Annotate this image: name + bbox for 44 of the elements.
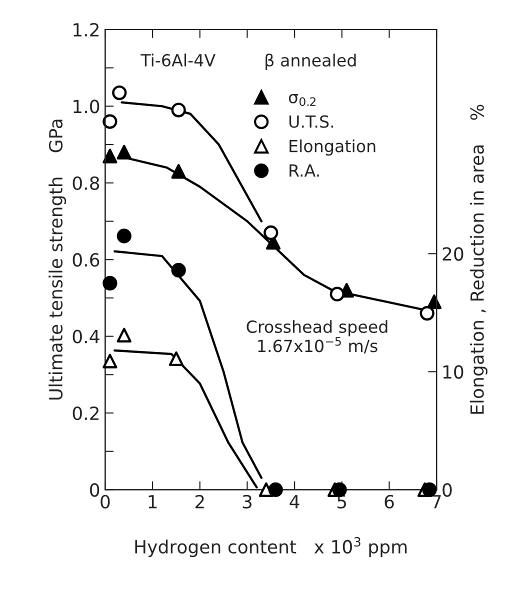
legend-label: R.A. xyxy=(290,164,319,177)
point xyxy=(102,354,118,368)
annotation: Ti-6Al-4V xyxy=(140,54,216,67)
x-tick-label: 2 xyxy=(195,494,204,508)
point xyxy=(116,328,132,342)
y2-tick-label: 0 xyxy=(442,483,452,497)
point xyxy=(102,114,118,129)
x-tick-label: 4 xyxy=(290,495,300,508)
y-tick-label: 0.6 xyxy=(72,253,100,267)
annotation: β annealed xyxy=(266,54,356,70)
y2-axis-title: Elongation , Reduction in area % xyxy=(470,104,488,414)
line-series xyxy=(114,349,258,488)
point xyxy=(168,351,184,366)
point xyxy=(171,262,186,278)
x-tick-label: 0 xyxy=(100,494,110,509)
point xyxy=(102,148,118,164)
annotation: Crosshead speed 1.67x10$^{−5}$ m/s xyxy=(246,320,388,354)
point xyxy=(116,144,132,160)
y-tick-label: 0 xyxy=(90,483,100,497)
y2-tick-label: 20 xyxy=(442,247,464,261)
point xyxy=(112,85,127,100)
y-tick-label: 0.4 xyxy=(72,330,100,344)
x-tick-label: 7 xyxy=(432,495,441,508)
x-axis-title: Hydrogen content x 10$^{3}$ ppm xyxy=(135,537,407,558)
legend-label: σ$_{0.2}$ xyxy=(288,94,316,106)
point xyxy=(420,306,434,321)
x-tick-label: 6 xyxy=(384,494,394,509)
point xyxy=(264,225,278,240)
point xyxy=(102,276,118,291)
point xyxy=(268,482,283,498)
point xyxy=(330,286,344,302)
y-tick-label: 1.0 xyxy=(74,100,100,114)
y-tick-label: 0.2 xyxy=(72,406,99,420)
point xyxy=(171,102,186,118)
y-tick-label: 0.8 xyxy=(72,176,100,190)
legend-label: U.T.S. xyxy=(289,115,334,128)
y-axis-title: Ultimate tensile strength GPa xyxy=(48,120,66,400)
x-tick-label: 1 xyxy=(148,495,157,508)
point xyxy=(116,228,132,244)
point xyxy=(171,164,186,179)
y2-tick-label: 10 xyxy=(443,365,464,379)
legend-label: Elongation xyxy=(290,139,376,156)
y-tick-label: 1.2 xyxy=(74,22,99,36)
x-tick-label: 3 xyxy=(242,494,252,509)
